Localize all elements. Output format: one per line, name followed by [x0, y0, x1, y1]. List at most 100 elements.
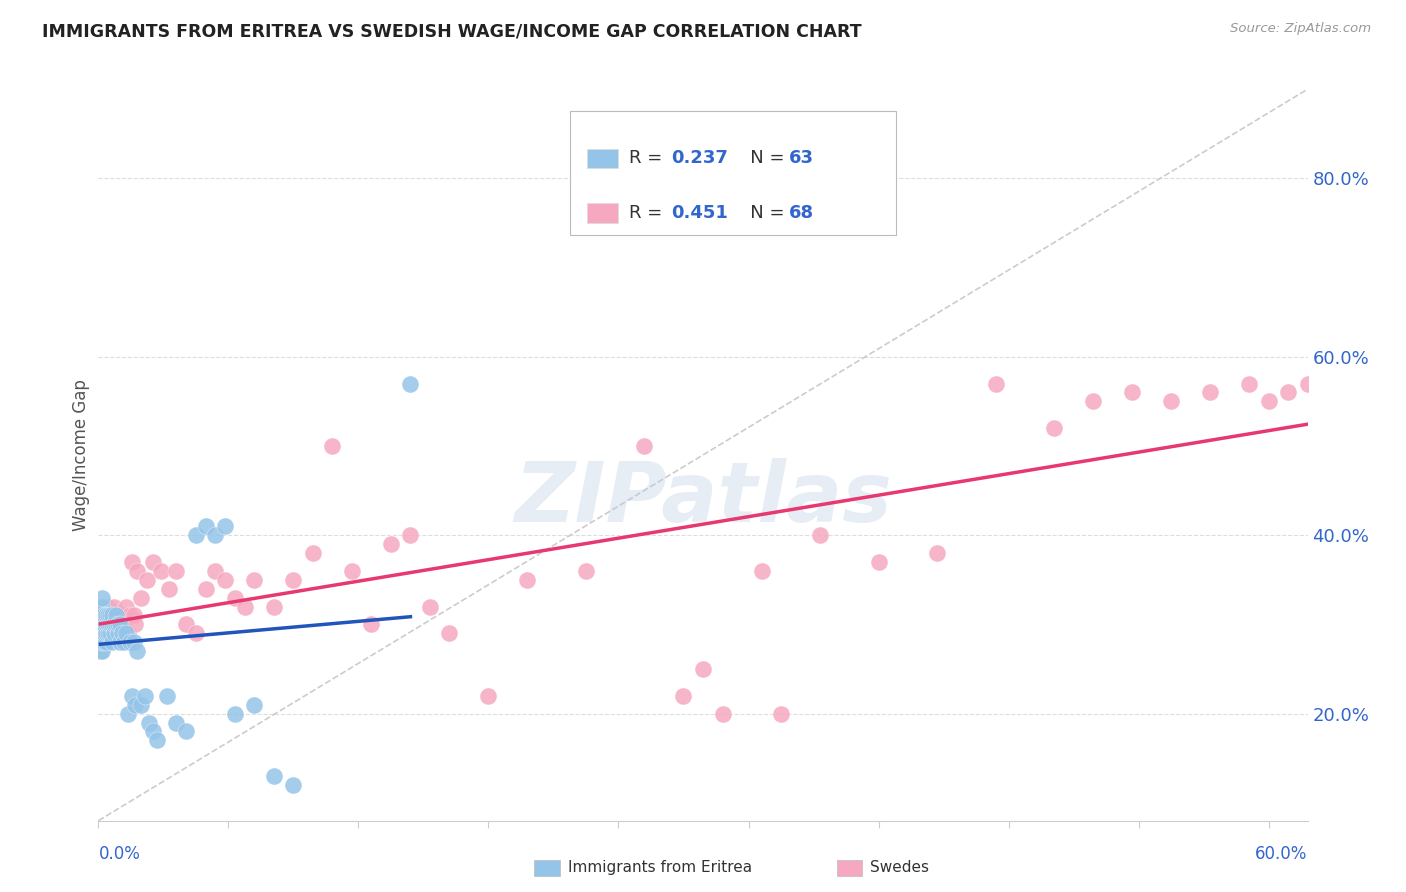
Point	[111, 626, 134, 640]
Point	[194, 519, 217, 533]
Point	[184, 528, 207, 542]
Point	[321, 439, 343, 453]
Point	[104, 617, 127, 632]
Point	[142, 555, 165, 569]
Point	[124, 617, 146, 632]
Point	[93, 608, 115, 623]
Point	[165, 564, 187, 578]
Point	[111, 608, 134, 623]
Point	[1316, 385, 1339, 400]
Point	[477, 689, 499, 703]
Point	[122, 608, 145, 623]
Point	[91, 635, 114, 649]
Point	[808, 528, 831, 542]
Point	[243, 698, 266, 712]
Point	[233, 599, 256, 614]
Point	[263, 769, 285, 783]
Point	[127, 564, 149, 578]
Text: N =: N =	[733, 204, 790, 222]
Point	[98, 608, 121, 623]
Point	[93, 608, 115, 623]
Point	[117, 706, 139, 721]
Point	[204, 564, 226, 578]
Text: Swedes: Swedes	[870, 861, 929, 875]
Point	[104, 608, 127, 623]
Point	[89, 617, 111, 632]
Point	[124, 698, 146, 712]
Text: IMMIGRANTS FROM ERITREA VS SWEDISH WAGE/INCOME GAP CORRELATION CHART: IMMIGRANTS FROM ERITREA VS SWEDISH WAGE/…	[42, 22, 862, 40]
Point	[96, 608, 118, 623]
Point	[156, 689, 179, 703]
Point	[138, 715, 160, 730]
Point	[214, 519, 236, 533]
Point	[283, 778, 305, 792]
Text: Source: ZipAtlas.com: Source: ZipAtlas.com	[1230, 22, 1371, 36]
Point	[91, 626, 114, 640]
Y-axis label: Wage/Income Gap: Wage/Income Gap	[72, 379, 90, 531]
Point	[91, 608, 114, 623]
Point	[97, 626, 120, 640]
Text: 0.0%: 0.0%	[98, 845, 141, 863]
Point	[1160, 394, 1182, 409]
Point	[439, 626, 461, 640]
Point	[118, 635, 141, 649]
Point	[516, 573, 538, 587]
Point	[104, 626, 127, 640]
Point	[984, 376, 1007, 391]
Point	[868, 555, 890, 569]
Point	[107, 617, 129, 632]
Point	[89, 608, 111, 623]
Point	[149, 564, 172, 578]
Point	[107, 626, 129, 640]
Text: 0.237: 0.237	[671, 149, 728, 168]
Text: R =: R =	[628, 149, 668, 168]
Point	[122, 635, 145, 649]
Point	[1257, 394, 1279, 409]
Text: 60.0%: 60.0%	[1256, 845, 1308, 863]
Point	[103, 617, 125, 632]
Point	[224, 706, 246, 721]
Point	[91, 626, 114, 640]
Point	[91, 599, 114, 614]
Point	[302, 546, 325, 560]
Point	[114, 626, 136, 640]
Point	[103, 626, 125, 640]
Text: N =: N =	[733, 149, 790, 168]
Point	[93, 626, 115, 640]
Point	[243, 573, 266, 587]
Point	[214, 573, 236, 587]
Point	[174, 724, 197, 739]
Point	[121, 689, 143, 703]
Point	[174, 617, 197, 632]
Point	[769, 706, 792, 721]
Point	[121, 555, 143, 569]
Point	[399, 376, 422, 391]
Point	[96, 617, 118, 632]
Point	[112, 617, 135, 632]
Point	[97, 599, 120, 614]
Point	[136, 573, 159, 587]
Point	[1296, 376, 1319, 391]
Point	[118, 608, 141, 623]
Point	[340, 564, 363, 578]
Point	[165, 715, 187, 730]
Point	[419, 599, 441, 614]
Point	[91, 644, 114, 658]
Point	[89, 644, 111, 658]
Point	[204, 528, 226, 542]
Point	[101, 608, 124, 623]
Point	[360, 617, 382, 632]
Point	[633, 439, 655, 453]
Point	[93, 635, 115, 649]
Point	[131, 591, 153, 605]
Point	[108, 617, 131, 632]
Point	[91, 617, 114, 632]
Point	[103, 599, 125, 614]
Point	[751, 564, 773, 578]
Point	[184, 626, 207, 640]
Point	[101, 608, 124, 623]
Point	[1043, 421, 1066, 435]
Point	[97, 617, 120, 632]
Point	[98, 617, 121, 632]
Point	[91, 591, 114, 605]
